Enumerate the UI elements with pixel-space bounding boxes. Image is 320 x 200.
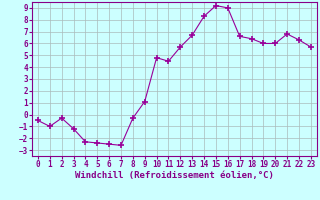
X-axis label: Windchill (Refroidissement éolien,°C): Windchill (Refroidissement éolien,°C) <box>75 171 274 180</box>
